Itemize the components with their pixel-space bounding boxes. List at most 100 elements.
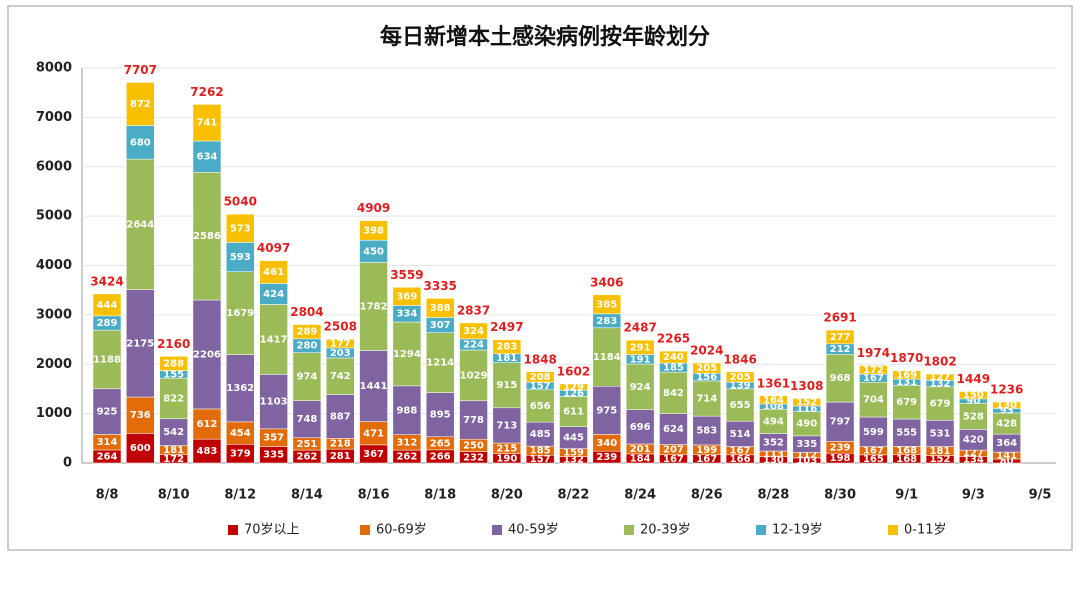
bar-segment xyxy=(692,415,722,446)
total-label: 3335 xyxy=(424,279,457,293)
segment-label: 398 xyxy=(363,225,384,236)
bar-segment xyxy=(925,420,955,447)
segment-label: 127 xyxy=(930,372,951,383)
bar-segment xyxy=(192,299,222,410)
segment-label: 713 xyxy=(496,420,517,431)
segment-label: 1188 xyxy=(93,354,121,365)
segment-label: 177 xyxy=(330,339,351,350)
bar-segment xyxy=(92,293,122,317)
total-label: 5040 xyxy=(224,195,257,209)
bar-segment xyxy=(392,321,422,387)
bar-segment xyxy=(226,213,255,243)
segment-label: 736 xyxy=(130,410,151,421)
total-label: 1848 xyxy=(523,352,556,366)
segment-label: 1103 xyxy=(260,397,288,408)
segment-label: 454 xyxy=(230,428,251,439)
bar-segment xyxy=(559,383,588,391)
segment-label: 164 xyxy=(763,395,784,406)
segment-label: 599 xyxy=(863,427,884,438)
segment-label: 289 xyxy=(296,327,317,338)
y-tick-label: 7000 xyxy=(36,110,72,125)
x-tick-label: 8/18 xyxy=(424,488,456,503)
segment-label: 277 xyxy=(830,332,851,343)
segment-label: 450 xyxy=(363,246,384,257)
segment-label: 352 xyxy=(763,437,784,448)
segment-label: 191 xyxy=(630,354,651,365)
segment-label: 167 xyxy=(730,446,751,457)
segment-label: 2644 xyxy=(126,219,154,230)
segment-label: 975 xyxy=(596,405,617,416)
legend-swatch xyxy=(492,525,502,535)
segment-label: 388 xyxy=(430,303,451,314)
bar-segment xyxy=(625,339,655,355)
segment-label: 93 xyxy=(1000,406,1014,417)
x-tick-label: 9/1 xyxy=(895,488,918,503)
segment-label: 185 xyxy=(663,363,684,374)
total-label: 4909 xyxy=(357,201,390,215)
bar-segment xyxy=(226,242,255,272)
bar-segment xyxy=(725,371,755,383)
segment-label: 131 xyxy=(896,377,917,388)
total-label: 1236 xyxy=(990,382,1023,396)
segment-label: 167 xyxy=(696,454,717,465)
bar-segment xyxy=(126,125,155,160)
legend-label: 12-19岁 xyxy=(772,523,823,538)
segment-label: 167 xyxy=(863,446,884,457)
segment-label: 165 xyxy=(863,454,884,465)
segment-label: 1679 xyxy=(226,308,254,319)
segment-label: 634 xyxy=(197,152,218,163)
y-tick-label: 4000 xyxy=(36,258,72,273)
x-tick-label: 8/30 xyxy=(824,488,856,503)
segment-label: 531 xyxy=(930,428,951,439)
bar-segment xyxy=(259,260,288,284)
segment-label: 741 xyxy=(197,118,218,129)
segment-label: 80 xyxy=(1000,456,1014,467)
bar-segment xyxy=(592,386,622,435)
y-tick-label: 3000 xyxy=(36,307,72,322)
segment-label: 166 xyxy=(730,454,751,465)
segment-label: 130 xyxy=(763,455,784,466)
segment-label: 428 xyxy=(996,419,1017,430)
segment-label: 283 xyxy=(596,316,617,327)
segment-label: 924 xyxy=(630,382,651,393)
total-label: 2804 xyxy=(290,305,323,319)
legend-label: 70岁以上 xyxy=(244,523,300,538)
segment-label: 514 xyxy=(730,429,751,440)
bar-segment xyxy=(859,365,888,375)
bar-segment xyxy=(992,401,1021,409)
bar-segment xyxy=(825,329,855,345)
bar-segment xyxy=(659,350,688,364)
bar-segment xyxy=(959,391,988,400)
total-label: 1602 xyxy=(557,364,590,378)
x-tick-label: 8/14 xyxy=(291,488,323,503)
segment-label: 2586 xyxy=(193,231,221,242)
legend-swatch xyxy=(360,525,370,535)
y-tick-label: 2000 xyxy=(36,357,72,372)
bar-segment xyxy=(126,82,155,126)
bar-segment xyxy=(825,354,855,403)
y-tick-label: 5000 xyxy=(36,209,72,224)
segment-label: 915 xyxy=(496,380,517,391)
segment-label: 215 xyxy=(496,443,517,454)
segment-label: 264 xyxy=(97,451,118,462)
segment-label: 2206 xyxy=(193,349,221,360)
segment-label: 157 xyxy=(530,454,551,465)
segment-label: 251 xyxy=(296,439,317,450)
legend-label: 0-11岁 xyxy=(904,523,947,538)
segment-label: 612 xyxy=(197,419,218,430)
segment-label: 185 xyxy=(530,446,551,457)
segment-label: 312 xyxy=(396,437,417,448)
total-label: 1974 xyxy=(857,346,890,360)
segment-label: 156 xyxy=(696,372,717,383)
x-tick-label: 9/3 xyxy=(962,488,985,503)
segment-label: 471 xyxy=(363,428,384,439)
bar-segment xyxy=(892,370,921,380)
segment-label: 152 xyxy=(796,397,817,408)
bar-segment xyxy=(592,327,622,387)
segment-label: 379 xyxy=(230,449,251,460)
bar-segment xyxy=(392,385,422,435)
segment-label: 205 xyxy=(730,372,751,383)
legend-swatch xyxy=(756,525,766,535)
bar-segment xyxy=(126,289,155,398)
segment-label: 283 xyxy=(496,342,517,353)
